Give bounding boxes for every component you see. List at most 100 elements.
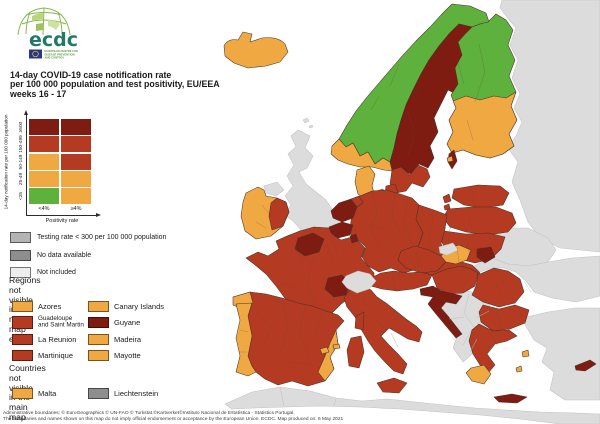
label-guyane: Guyane [114,318,141,327]
globe-patch [32,13,43,22]
title-line-2: per 100 000 population and test positivi… [10,79,220,90]
map-country-switzerland [341,270,377,294]
matrix-cell [29,119,59,135]
matrix-cell [60,136,91,152]
swatch-guyane [88,317,109,328]
swatch-liechtenstein [88,388,109,399]
matrix-cell [60,171,91,187]
globe-patch [48,20,60,30]
matrix-cell [60,154,91,170]
swatch-la-reunion [12,334,33,345]
map-footer-credits: Administrative boundaries: © EuroGeograp… [3,410,598,422]
matrix-x-axis-label: Positivity rate [45,217,79,223]
map-region-norway-south [330,138,393,172]
map-island-aland [446,155,454,163]
map-country-romania [471,267,525,308]
logo-tagline: DISEASE PREVENTION [45,52,75,56]
map-region-ireland-east [268,197,290,231]
legend-swatch-no-data [10,250,31,261]
footer-line2: The boundaries and names shown on this m… [3,415,344,422]
map-country-greece [468,323,518,373]
swatch-malta [12,388,33,399]
map-country-bulgaria [478,304,530,332]
matrix-cell [29,171,59,187]
logo-tagline: EUROPEAN CENTRE FOR [45,49,79,53]
matrix-row-label: 50-149 [18,154,24,170]
swatch-martinique [12,350,33,361]
map-country-iceland [223,31,289,69]
label-azores: Azores [38,302,62,311]
label-liechtenstein: Liechtenstein [114,389,159,398]
map-island-corsica [354,311,365,331]
map-islands-estonia [442,193,452,211]
map-island-crete [493,393,528,404]
ecdc-logo: ecdc EUROPEAN CENTRE FOR DISEASE PREVENT… [17,7,79,59]
x-axis-line [26,215,96,216]
legend-swatch-testing-rate [10,232,31,243]
label-guadeloupe: Guadeloupe and Saint Martin [38,315,84,328]
matrix-cell [60,119,91,135]
legend-label-not-included: Not included [37,269,76,276]
map-country-belgium [328,221,354,239]
map-region-kaliningrad [438,242,459,256]
label-guadeloupe-line1: Guadeloupe [38,314,73,322]
map-country-turkey [521,307,600,401]
globe-icon [17,7,71,36]
map-region-peloponnese [465,364,492,385]
matrix-col-label: ≥4% [70,205,82,212]
eu-flag-stars [32,50,39,58]
map-country-cyprus [574,359,597,372]
map-country-netherlands [330,198,358,223]
swatch-azores [12,301,33,312]
map-island-sicily [376,377,408,394]
matrix-cell [29,188,59,204]
swatch-madeira [88,334,109,345]
logo-tagline: AND CONTROL [45,55,65,59]
map-country-russia [499,0,600,253]
label-mayotte: Mayotte [114,351,141,360]
matrix-cell [60,188,91,204]
label-guadeloupe-line2: and Saint Martin [38,321,84,328]
swatch-guadeloupe [12,316,33,329]
map-islands-balearic [332,343,341,350]
gray-overlay-countries [341,242,459,294]
regions-heading-line1: Regions not visible [9,275,41,305]
map-title: 14-day COVID-19 case notification rate p… [10,70,220,99]
legend-swatch-not-included [10,267,31,278]
eu-eea-countries [223,3,597,404]
ecdc-wordmark: ecdc [29,29,78,51]
title-line-1: 14-day COVID-19 case notification rate [10,70,172,80]
map-region-finland-south [446,91,518,159]
legend-label-no-data: No data available [37,252,92,259]
title-line-3: weeks 16 - 17 [10,88,67,99]
matrix-row-label: ≥500 [18,121,24,133]
swatch-mayotte [88,350,109,361]
map-region-shetland [308,124,314,129]
map-country-ukraine [473,255,600,303]
map-islands-balearic [319,346,330,355]
map-island-sardinia [346,335,365,369]
matrix-cell [29,154,59,170]
label-canary-islands: Canary Islands [114,302,165,311]
y-axis-line [26,115,27,215]
label-la-reunion: La Reunion [38,335,77,344]
map-country-portugal [235,302,257,377]
map-islands-aegean [515,365,523,373]
gray-internal-borders [279,280,532,407]
map-islands-aegean [521,349,530,358]
map-region-north-africa [224,386,600,424]
matrix-cell [29,136,59,152]
map-region-shetland [302,117,310,124]
map-country-latvia [442,206,517,236]
map-country-croatia [427,290,463,339]
map-country-czechia [397,245,447,274]
globe-patch [36,23,43,31]
eu-flag-icon [29,49,42,59]
swatch-canary-islands [88,301,109,312]
non-eu-countries [224,0,600,424]
map-country-estonia [451,184,510,209]
map-region-northern-ireland [263,181,285,197]
matrix-y-axis-label: 14-day notification rate per 100 000 pop… [3,114,9,210]
